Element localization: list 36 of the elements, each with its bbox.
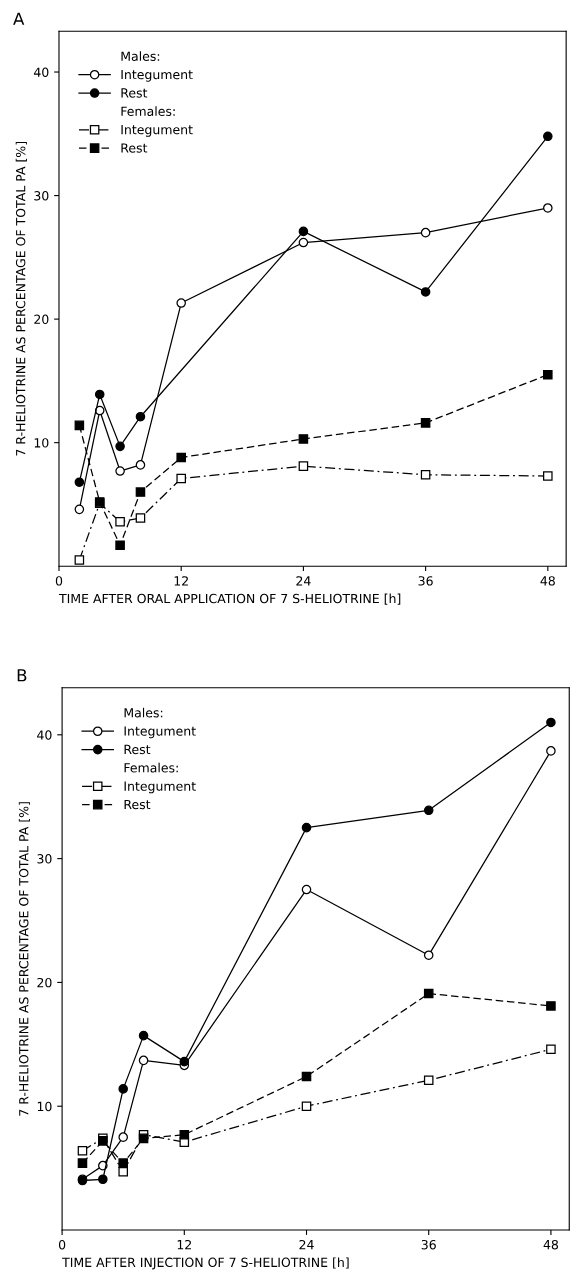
x-tick-label: 0 <box>58 1239 66 1250</box>
x-tick-label: 48 <box>540 576 555 586</box>
y-tick-label: 30 <box>34 191 49 201</box>
y-tick-label: 10 <box>37 1101 52 1112</box>
y-tick-label: 20 <box>37 977 52 988</box>
legend-label: Rest <box>121 88 148 98</box>
y-axis-title: 7 R-HELIOTRINE AS PERCENTAGE OF TOTAL PA [%] <box>15 141 27 456</box>
x-axis-title: TIME AFTER INJECTION OF 7 S-HELIOTRINE [h] <box>62 1257 349 1270</box>
y-tick-label: 40 <box>37 730 52 740</box>
x-tick-label: 36 <box>421 1239 436 1250</box>
x-tick-label: 24 <box>296 576 311 586</box>
y-tick-label: 20 <box>34 314 49 325</box>
x-tick-label: 48 <box>543 1239 559 1250</box>
annotation: Females: <box>121 106 175 116</box>
x-tick-label: 12 <box>174 576 188 586</box>
chart-title: A <box>13 12 25 25</box>
legend-label: Rest <box>124 799 151 810</box>
y-axis-title: 7 R-HELIOTRINE AS PERCENTAGE OF TOTAL PA [%] <box>18 802 30 1116</box>
y-tick-label: 40 <box>33 67 49 77</box>
legend-label: Rest <box>121 143 148 153</box>
legend-label: Integument <box>121 69 193 82</box>
y-tick-label: 10 <box>34 438 49 448</box>
annotation: Males: <box>124 707 163 718</box>
x-axis-title: TIME AFTER ORAL APPLICATION OF 7 S-HELIOTRINE [h] <box>58 593 401 605</box>
x-tick-label: 24 <box>299 1239 314 1250</box>
legend-label: Integument <box>121 125 193 137</box>
annotation: Females: <box>124 762 178 773</box>
x-tick-label: 12 <box>177 1239 192 1250</box>
y-tick-label: 30 <box>37 854 52 864</box>
x-tick-label: 36 <box>418 576 433 586</box>
legend-label: Integument <box>124 781 196 794</box>
legend-label: Integument <box>124 726 196 739</box>
annotation: Males: <box>121 51 160 61</box>
x-tick-label: 0 <box>55 576 63 586</box>
legend-label: Rest <box>124 744 151 755</box>
chart-title: B <box>17 669 27 682</box>
